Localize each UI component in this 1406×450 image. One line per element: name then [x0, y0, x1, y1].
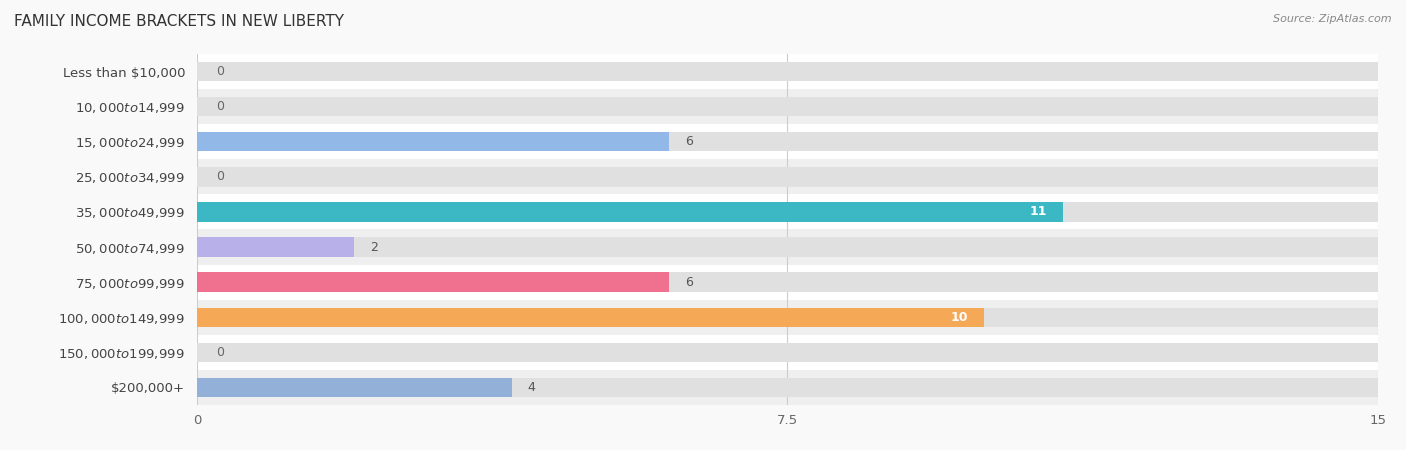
Text: 6: 6 [685, 276, 693, 288]
Text: 10: 10 [950, 311, 969, 324]
Bar [197, 62, 1378, 81]
Bar [197, 370, 1378, 405]
Bar [197, 202, 1378, 221]
Bar [197, 308, 1378, 327]
Bar [197, 54, 1378, 89]
Bar [197, 378, 1378, 397]
Text: 0: 0 [217, 65, 225, 78]
Text: 4: 4 [527, 381, 536, 394]
Bar [197, 132, 1378, 151]
Bar [197, 124, 1378, 159]
Text: 0: 0 [217, 346, 225, 359]
Bar [197, 230, 1378, 265]
Bar [197, 343, 1378, 362]
Bar [197, 132, 669, 151]
Bar [197, 202, 1063, 221]
Bar [197, 238, 1378, 256]
Text: FAMILY INCOME BRACKETS IN NEW LIBERTY: FAMILY INCOME BRACKETS IN NEW LIBERTY [14, 14, 344, 28]
Bar [197, 335, 1378, 370]
Text: 6: 6 [685, 135, 693, 148]
Bar [197, 89, 1378, 124]
Bar [197, 97, 1378, 116]
Text: 0: 0 [217, 100, 225, 113]
Bar [197, 238, 354, 256]
Text: 2: 2 [370, 241, 378, 253]
Bar [197, 194, 1378, 230]
Bar [197, 308, 984, 327]
Text: Source: ZipAtlas.com: Source: ZipAtlas.com [1274, 14, 1392, 23]
Bar [197, 300, 1378, 335]
Bar [197, 273, 669, 292]
Text: 11: 11 [1029, 206, 1047, 218]
Bar [197, 273, 1378, 292]
Bar [197, 167, 1378, 186]
Bar [197, 265, 1378, 300]
Bar [197, 378, 512, 397]
Bar [197, 159, 1378, 194]
Text: 0: 0 [217, 171, 225, 183]
